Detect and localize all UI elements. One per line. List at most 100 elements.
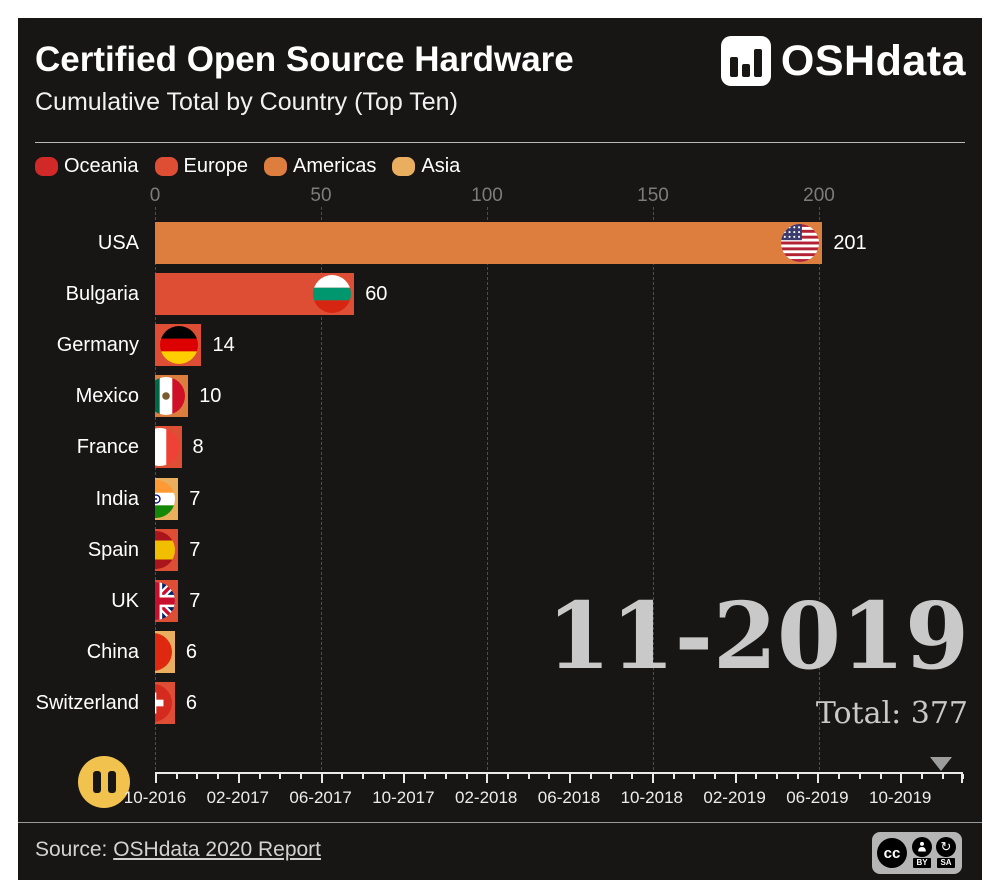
timeline-minor-tick (341, 774, 344, 779)
bar-value-label: 6 (185, 691, 198, 714)
bar-ch (155, 681, 175, 724)
timeline-tick-label: 06-2018 (537, 788, 601, 807)
legend-swatch-icon (392, 157, 416, 176)
cc-icon: cc (877, 838, 907, 868)
timeline-minor-tick (175, 774, 178, 779)
timeline-minor-tick (858, 774, 861, 779)
country-label: Germany (56, 334, 139, 357)
timeline-minor-tick (672, 774, 675, 779)
x-axis-tick-label: 0 (149, 185, 161, 206)
total-label: Total: 377 (815, 696, 968, 731)
timeline-minor-tick (548, 774, 551, 779)
bar-value-label: 10 (199, 385, 222, 408)
chart-title: Certified Open Source Hardware (35, 40, 574, 79)
gridline (819, 207, 820, 770)
legend-label: Americas (293, 155, 377, 177)
flag-es-icon (155, 530, 176, 569)
flag-us-icon (781, 224, 820, 262)
source-attribution: Source: OSHdata 2020 Report (35, 838, 321, 862)
timeline-major-tick (155, 774, 157, 783)
timeline-minor-tick (879, 774, 882, 779)
timeline-major-tick (651, 774, 654, 783)
timeline-minor-tick (527, 774, 530, 779)
gridline (321, 207, 322, 770)
visualization-panel: Certified Open Source Hardware Cumulativ… (18, 18, 982, 880)
source-report-link[interactable]: OSHdata 2020 Report (113, 838, 322, 861)
source-prefix: Source: (35, 838, 114, 861)
pause-button[interactable] (78, 756, 130, 808)
bar-cn (155, 630, 175, 673)
timeline-end-tick (961, 774, 963, 783)
flag-cn-icon (155, 632, 172, 671)
timeline-minor-tick (631, 774, 634, 779)
timeline-major-tick (817, 774, 820, 783)
timeline-tick-label: 02-2017 (206, 788, 269, 807)
timeline-minor-tick (713, 774, 716, 779)
bar-in (155, 477, 179, 520)
timeline-minor-tick (217, 774, 220, 779)
timeline-tick-label: 02-2018 (454, 788, 518, 807)
legend-item-europe: Europe (154, 155, 249, 178)
share-alike-icon: ↻ (936, 837, 956, 857)
timeline-marker-handle[interactable] (930, 757, 952, 771)
timeline-tick-label: 06-2017 (289, 788, 352, 807)
timeline-minor-tick (941, 774, 944, 779)
current-period-label: 11-2019 (546, 582, 969, 690)
timeline-minor-tick (279, 774, 282, 779)
flag-in-icon (155, 479, 176, 518)
bar-value-label: 201 (833, 232, 867, 254)
bar-value-label: 6 (185, 640, 198, 663)
country-label: USA (97, 232, 139, 254)
timeline-track[interactable] (155, 772, 963, 774)
timeline-minor-tick (299, 774, 302, 779)
bar-chart-logo-icon (720, 36, 771, 86)
legend-swatch-icon (154, 157, 178, 176)
x-axis-tick-label: 100 (471, 185, 503, 206)
timeline-minor-tick (444, 774, 447, 779)
bar-fr (155, 426, 182, 469)
timeline-minor-tick (796, 774, 799, 779)
flag-de-icon (160, 326, 199, 365)
legend-label: Asia (421, 155, 461, 177)
timeline-minor-tick (424, 774, 427, 779)
country-label: Switzerland (35, 691, 139, 714)
timeline-major-tick (734, 774, 737, 783)
timeline-major-tick (900, 774, 903, 783)
timeline-tick-label: 10-2017 (372, 788, 435, 807)
legend-item-americas: Americas (264, 155, 376, 178)
country-label: Spain (87, 538, 139, 561)
flag-fr-icon (155, 428, 179, 467)
flag-bg-icon (313, 275, 352, 314)
bar-es (155, 528, 179, 571)
country-label: China (86, 640, 139, 663)
timeline-tick-label: 06-2019 (786, 788, 849, 807)
oshdata-logo: OSHdata (720, 36, 966, 86)
country-label: Bulgaria (65, 283, 139, 306)
timeline-major-tick (237, 774, 240, 783)
bar-mx (155, 375, 189, 418)
cc-by-sa-license-badge[interactable]: cc BY ↻ SA (872, 832, 962, 874)
country-label: India (95, 487, 139, 510)
timeline-minor-tick (755, 774, 758, 779)
pause-icon (92, 771, 101, 793)
legend-label: Europe (183, 155, 249, 177)
bar-value-label: 14 (212, 334, 235, 357)
timeline-minor-tick (776, 774, 778, 779)
header-divider (35, 142, 965, 143)
timeline-slider[interactable]: 10-2016 02-2017 06-2017 10-2017 02-2018 06-20… (124, 756, 965, 816)
bar-bg (155, 273, 355, 316)
timeline-minor-tick (465, 774, 468, 779)
legend-item-oceania: Oceania (35, 155, 139, 178)
bar-value-label: 60 (365, 283, 388, 306)
pause-icon (107, 771, 116, 793)
x-axis-tick-label: 50 (310, 185, 332, 206)
oshdata-logo-text: OSHdata (780, 36, 966, 85)
bar-value-label: 8 (192, 436, 204, 459)
legend-label: Oceania (64, 155, 139, 177)
timeline-minor-tick (362, 774, 364, 779)
bar-us (155, 222, 823, 264)
bar-value-label: 7 (189, 589, 201, 612)
bar-value-label: 7 (189, 487, 201, 510)
timeline-major-tick (569, 774, 571, 783)
gridline (487, 207, 488, 770)
